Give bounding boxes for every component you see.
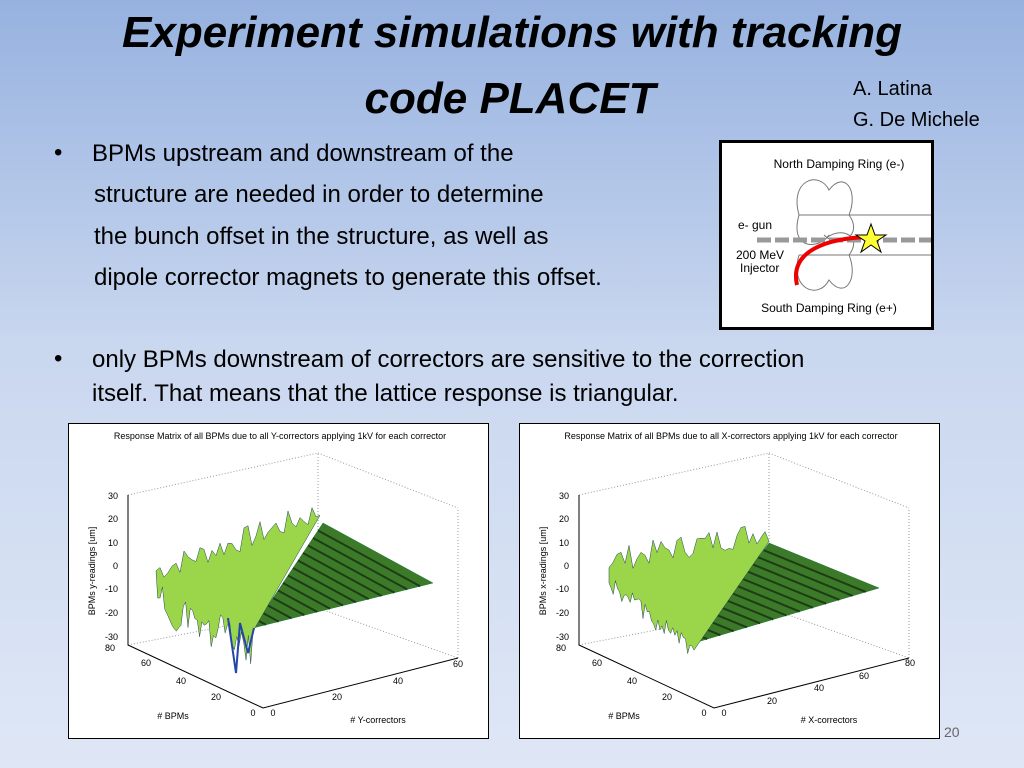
z-tick-label: -20 xyxy=(556,608,569,618)
z-tick-label: 10 xyxy=(108,538,118,548)
surface-noise xyxy=(608,526,770,654)
z-axis-label: BPMs y-readings [um] xyxy=(87,527,97,616)
axis-box xyxy=(317,452,459,509)
x-tick-label: 0 xyxy=(701,708,706,718)
y-tick-label: 40 xyxy=(814,683,824,693)
surface-stripe xyxy=(752,563,840,601)
y-tick-label: 60 xyxy=(453,659,463,669)
y-axis-label: # X-correctors xyxy=(801,715,858,725)
y-tick-label: 40 xyxy=(393,676,403,686)
z-tick-label: -30 xyxy=(105,632,118,642)
bullet-text: itself. That means that the lattice resp… xyxy=(92,380,679,407)
x-tick-label: 80 xyxy=(105,643,115,653)
axis-box xyxy=(578,452,770,496)
surface-stripe xyxy=(741,577,814,609)
z-tick-label: 30 xyxy=(559,491,569,501)
z-axis-label: BPMs x-readings [um] xyxy=(538,527,548,616)
surface-stripe xyxy=(725,599,774,621)
diagram-label: 200 MeV xyxy=(736,248,784,262)
y-tick-label: 20 xyxy=(332,692,342,702)
diagram-label: Injector xyxy=(740,261,779,275)
z-tick-label: -10 xyxy=(556,584,569,594)
x-axis-label: # BPMs xyxy=(157,711,189,721)
diagram-label: e- gun xyxy=(738,218,772,232)
surface-stripe xyxy=(747,570,827,605)
y-tick-label: 20 xyxy=(767,696,777,706)
z-tick-label: 20 xyxy=(108,514,118,524)
surface-stripe xyxy=(731,592,787,617)
surface-stripe xyxy=(317,529,421,588)
z-tick-label: -30 xyxy=(556,632,569,642)
plot-title: Response Matrix of all BPMs due to all Y… xyxy=(114,431,446,441)
z-tick-label: 20 xyxy=(559,514,569,524)
plot-title: Response Matrix of all BPMs due to all X… xyxy=(564,431,897,441)
surface-stripe xyxy=(262,612,280,623)
surface-stripe xyxy=(282,582,331,610)
page-number: 20 xyxy=(944,724,960,740)
title: code PLACET xyxy=(364,74,656,123)
y-axis-label: # Y-correctors xyxy=(350,715,406,725)
axis-line xyxy=(578,495,910,709)
surface-stripe xyxy=(709,620,735,633)
y-tick-label: 0 xyxy=(270,708,275,718)
z-tick-label: 0 xyxy=(113,561,118,571)
plot: Response Matrix of all BPMs due to all X… xyxy=(519,423,940,739)
surface-stripe xyxy=(736,584,801,613)
y-tick-label: 80 xyxy=(905,658,915,668)
bullet-text: dipole corrector magnets to generate thi… xyxy=(94,264,602,291)
surface-stripe xyxy=(720,606,761,625)
surface-stripe xyxy=(763,549,867,593)
author: A. Latina xyxy=(853,78,932,100)
z-tick-label: 0 xyxy=(564,561,569,571)
axis-box xyxy=(317,607,459,659)
axis-box xyxy=(127,452,319,496)
z-tick-label: 10 xyxy=(559,538,569,548)
surface-stripe xyxy=(715,613,748,629)
bullet-text: BPMs upstream and downstream of the xyxy=(92,140,514,167)
x-tick-label: 20 xyxy=(211,692,221,702)
bullet-text: structure are needed in order to determi… xyxy=(94,181,544,208)
surface-stripe xyxy=(312,537,408,591)
x-tick-label: 0 xyxy=(250,708,255,718)
bullet-dot: • xyxy=(54,345,63,372)
axis-line xyxy=(127,495,459,709)
diagram-label: North Damping Ring (e-) xyxy=(774,157,905,171)
y-tick-label: 0 xyxy=(721,708,726,718)
bullet-dot: • xyxy=(54,139,63,166)
x-tick-label: 80 xyxy=(556,643,566,653)
axis-box xyxy=(768,452,910,509)
z-tick-label: -10 xyxy=(105,584,118,594)
diagram: North Damping Ring (e-) e- gun 200 MeV I… xyxy=(719,140,934,330)
surface-stripe xyxy=(267,604,293,620)
bullet-text: the bunch offset in the structure, as we… xyxy=(94,223,549,250)
surface-stripe xyxy=(272,597,305,617)
surface-spike xyxy=(227,617,255,674)
axis-box xyxy=(768,607,910,659)
title: Experiment simulations with tracking xyxy=(122,8,902,57)
surface-stripe xyxy=(257,619,267,626)
x-tick-label: 40 xyxy=(627,676,637,686)
plot: Response Matrix of all BPMs due to all Y… xyxy=(68,423,489,739)
author: G. De Michele xyxy=(853,109,980,131)
bullet-text: only BPMs downstream of correctors are s… xyxy=(92,346,805,373)
y-tick-label: 60 xyxy=(859,671,869,681)
diagram-label: South Damping Ring (e+) xyxy=(761,301,897,315)
surface-stripe xyxy=(302,552,383,597)
x-axis-label: # BPMs xyxy=(608,711,640,721)
x-tick-label: 40 xyxy=(176,676,186,686)
axis-box xyxy=(127,607,319,646)
surface-stripe xyxy=(287,574,344,607)
surface-stripe xyxy=(292,567,357,604)
surface-stripe xyxy=(307,544,395,594)
x-tick-label: 20 xyxy=(662,692,672,702)
z-tick-label: -20 xyxy=(105,608,118,618)
x-tick-label: 60 xyxy=(141,658,151,668)
surface-stripe xyxy=(757,556,853,597)
z-tick-label: 30 xyxy=(108,491,118,501)
x-tick-label: 60 xyxy=(592,658,602,668)
surface-stripe xyxy=(297,559,370,600)
surface-stripe xyxy=(277,589,318,613)
